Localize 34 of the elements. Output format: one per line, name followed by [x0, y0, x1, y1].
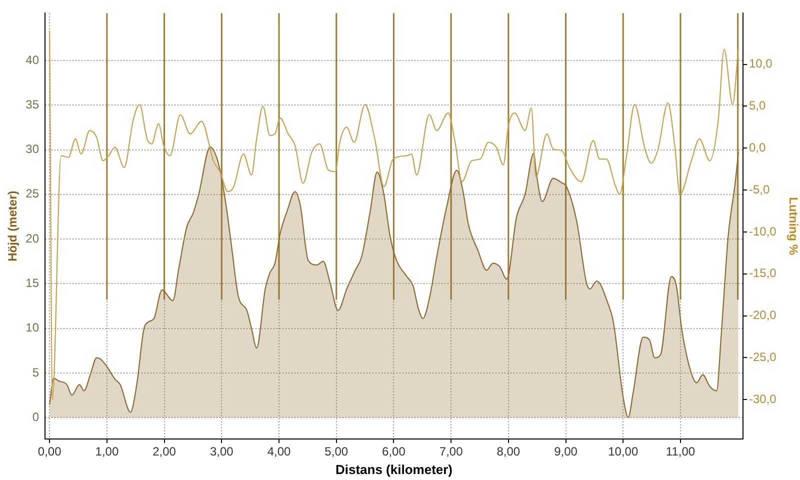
y-tick-label: 0	[32, 410, 40, 424]
line-series	[49, 30, 739, 400]
x-tick-label: 3,00	[210, 444, 234, 459]
x-tick-label: 2,00	[152, 444, 176, 459]
y-tick-label: 25	[26, 186, 40, 201]
y-tick-label: 5	[32, 365, 40, 380]
y2-axis-title: Lutning %	[786, 197, 800, 256]
y-tick-label: 30	[26, 142, 40, 156]
y-axis-title: Höjd (meter)	[6, 190, 20, 262]
y2-tick-label: -10,0	[749, 224, 777, 238]
y2-tick-label: -20,0	[749, 308, 777, 322]
x-tick-label: 10,00	[608, 444, 638, 459]
y2-tick-label: -25,0	[749, 350, 777, 364]
y-tick-label: 10	[26, 320, 40, 335]
x-tick-label: 5,00	[324, 444, 348, 459]
x-tick-label: 9,00	[554, 444, 578, 459]
x-tick-label: 6,00	[382, 444, 406, 459]
x-axis-title: Distans (kilometer)	[335, 462, 453, 477]
y-tick-label: 15	[26, 276, 40, 290]
y-tick-label: 20	[26, 231, 40, 246]
y-tick-label: 40	[26, 52, 40, 67]
y2-tick-label: -5,0	[749, 182, 770, 196]
x-tick-label: 11,00	[666, 444, 696, 459]
y2-tick-label: 10,0	[749, 56, 773, 71]
x-tick-label: 1,00	[95, 444, 119, 459]
x-tick-label: 4,00	[267, 444, 292, 459]
y-tick-label: 35	[26, 97, 40, 112]
y2-tick-label: -30,0	[749, 392, 777, 406]
x-tick-label: 8,00	[496, 444, 520, 459]
x-tick-label: 7,00	[439, 444, 464, 459]
y2-tick-label: -15,0	[749, 266, 777, 280]
y2-tick-label: 5,0	[749, 98, 766, 113]
y2-tick-label: 0,0	[749, 140, 766, 154]
x-tick-label: 0,00	[38, 444, 62, 459]
